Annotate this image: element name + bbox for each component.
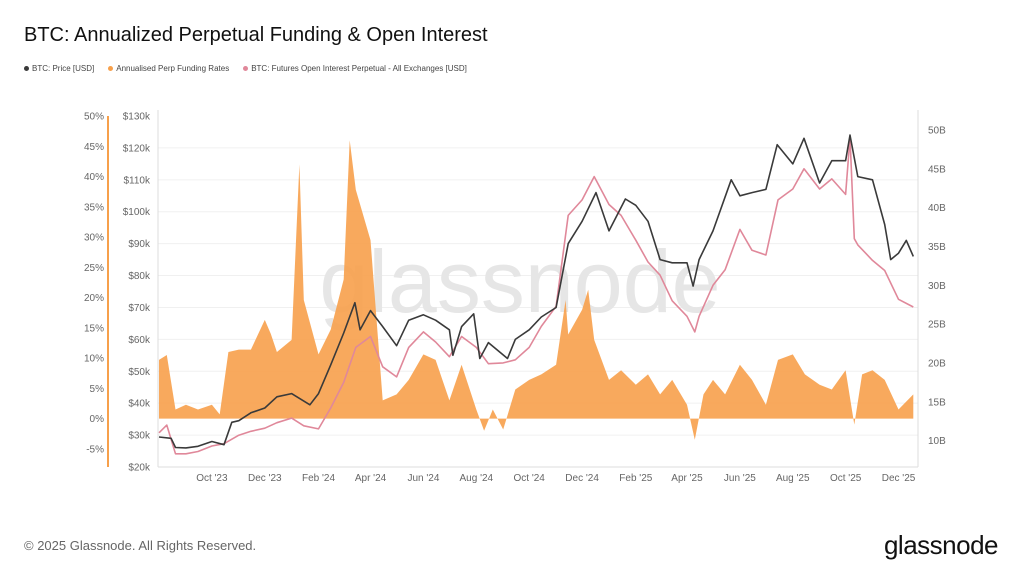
oi-dot-icon xyxy=(243,66,249,71)
oi-tick-label: 25B xyxy=(928,320,946,331)
funding-tick-label: 50% xyxy=(84,112,104,123)
funding-tick-label: 40% xyxy=(84,172,104,183)
funding-rate-area xyxy=(159,140,914,440)
legend: BTC: Price [USD] Annualised Perp Funding… xyxy=(24,64,467,73)
price-tick-label: $130k xyxy=(123,112,151,123)
x-tick-label: Oct '24 xyxy=(514,473,546,484)
price-dot-icon xyxy=(24,66,29,71)
x-tick-label: Aug '25 xyxy=(776,473,810,484)
funding-tick-label: 25% xyxy=(84,263,104,274)
price-tick-label: $30k xyxy=(128,431,151,442)
price-tick-label: $20k xyxy=(128,463,151,474)
x-tick-label: Feb '24 xyxy=(302,473,335,484)
funding-tick-label: 20% xyxy=(84,293,104,304)
price-tick-label: $50k xyxy=(128,367,151,378)
funding-dot-icon xyxy=(108,66,114,71)
open-interest-line xyxy=(158,136,914,455)
x-tick-label: Oct '23 xyxy=(196,473,228,484)
axes: $130k $120k $110k $100k $90k $80k $70k $60k $50k… xyxy=(84,110,946,484)
price-tick-label: $120k xyxy=(123,143,151,154)
x-tick-label: Dec '25 xyxy=(882,473,916,484)
x-tick-label: Feb '25 xyxy=(619,473,652,484)
oi-tick-label: 20B xyxy=(928,358,946,369)
price-tick-label: $60k xyxy=(128,335,151,346)
x-tick-label: Aug '24 xyxy=(460,473,494,484)
legend-item-price[interactable]: BTC: Price [USD] xyxy=(24,64,94,73)
oi-tick-label: 10B xyxy=(928,436,946,447)
oi-tick-label: 50B xyxy=(928,125,946,136)
legend-label: BTC: Futures Open Interest Perpetual - A… xyxy=(251,64,467,73)
price-tick-label: $110k xyxy=(123,175,151,186)
legend-label: Annualised Perp Funding Rates xyxy=(116,64,230,73)
price-tick-label: $90k xyxy=(128,239,151,250)
oi-tick-label: 30B xyxy=(928,281,946,292)
funding-tick-label: 35% xyxy=(84,202,104,213)
glassnode-logo: glassnode xyxy=(883,530,999,560)
watermark: glassnode xyxy=(319,232,720,331)
oi-tick-label: 35B xyxy=(928,242,946,253)
x-tick-label: Jun '25 xyxy=(724,473,756,484)
price-line xyxy=(158,134,915,449)
x-tick-label: Apr '25 xyxy=(671,473,703,484)
funding-tick-label: 15% xyxy=(84,323,104,334)
x-tick-label: Apr '24 xyxy=(355,473,387,484)
legend-item-funding[interactable]: Annualised Perp Funding Rates xyxy=(108,64,229,73)
price-tick-label: $40k xyxy=(128,399,151,410)
legend-item-open-interest[interactable]: BTC: Futures Open Interest Perpetual - A… xyxy=(243,64,467,73)
x-tick-label: Dec '24 xyxy=(565,473,599,484)
funding-tick-label: 45% xyxy=(84,142,104,153)
funding-tick-label: 5% xyxy=(90,384,105,395)
series-layer xyxy=(158,134,915,455)
legend-label: BTC: Price [USD] xyxy=(32,64,95,73)
funding-tick-label: 30% xyxy=(84,233,104,244)
funding-tick-label: -5% xyxy=(86,444,104,455)
price-tick-label: $100k xyxy=(123,207,151,218)
x-tick-label: Jun '24 xyxy=(407,473,439,484)
x-tick-label: Oct '25 xyxy=(830,473,862,484)
funding-tick-label: 0% xyxy=(90,414,105,425)
oi-tick-label: 15B xyxy=(928,397,946,408)
price-tick-label: $80k xyxy=(128,271,151,282)
oi-tick-label: 40B xyxy=(928,203,946,214)
x-tick-label: Dec '23 xyxy=(248,473,282,484)
oi-tick-label: 45B xyxy=(928,164,946,175)
copyright: © 2025 Glassnode. All Rights Reserved. xyxy=(24,538,257,553)
chart-title: BTC: Annualized Perpetual Funding & Open… xyxy=(24,24,488,46)
funding-tick-label: 10% xyxy=(84,354,104,365)
price-tick-label: $70k xyxy=(128,303,151,314)
